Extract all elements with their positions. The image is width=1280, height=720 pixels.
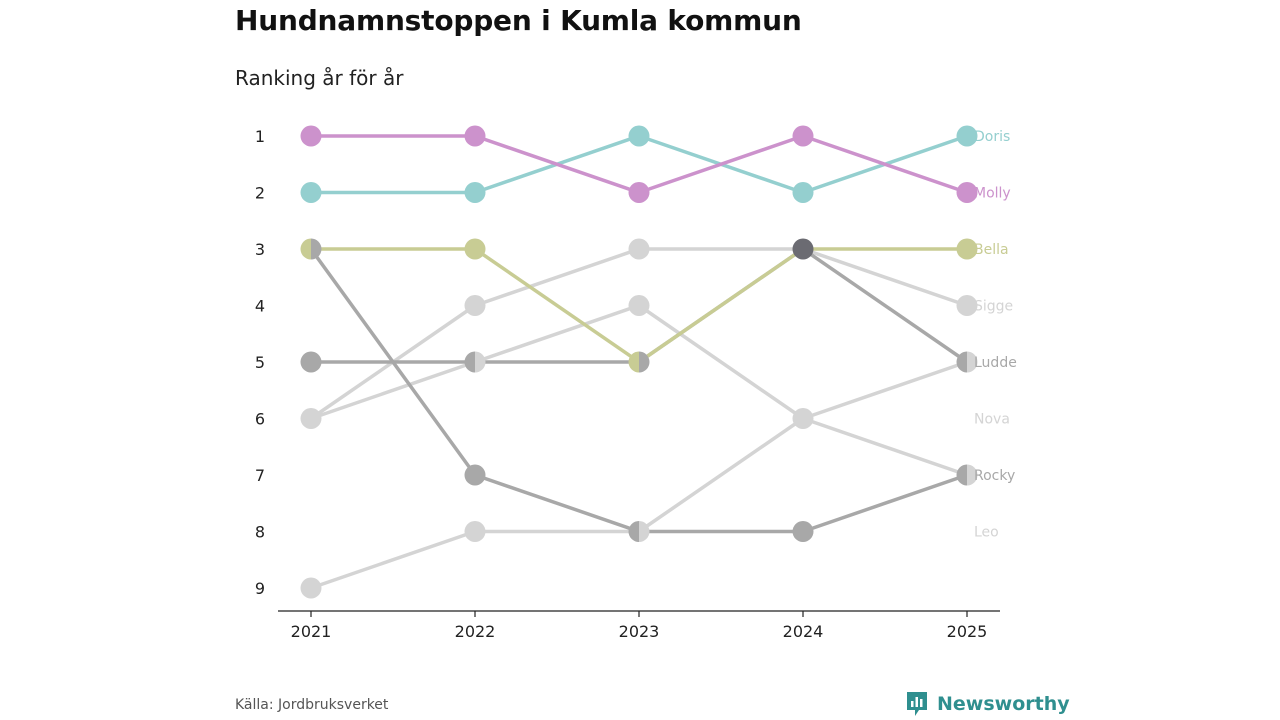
x-tick-label-2025: 2025 bbox=[947, 622, 988, 641]
series-line-rocky bbox=[309, 247, 969, 534]
marker-2023-rank-3-leo bbox=[628, 238, 650, 260]
end-label-rocky: Rocky bbox=[974, 468, 1015, 484]
marker-2023-rank-4-sigge bbox=[628, 295, 650, 316]
x-tick-label-2024: 2024 bbox=[783, 622, 824, 641]
marker-2024-rank-6-right-nova bbox=[803, 408, 814, 429]
newsworthy-icon bbox=[907, 692, 927, 716]
marker-2024-rank-3-multi bbox=[792, 238, 814, 260]
brand-logo: Newsworthy bbox=[905, 690, 1070, 718]
marker-2025-rank-7-right-sigge bbox=[967, 464, 978, 486]
marker-2025-rank-1-doris bbox=[956, 125, 978, 147]
marker-2024-rank-6-left-sigge bbox=[792, 408, 803, 429]
x-tick-label-2021: 2021 bbox=[291, 622, 332, 641]
marker-2025-rank-4-leo bbox=[956, 295, 978, 316]
end-label-leo: Leo bbox=[974, 525, 999, 541]
marker-2021-rank-6-left-sigge bbox=[300, 408, 311, 429]
end-label-doris: Doris bbox=[974, 129, 1010, 145]
marker-2025-rank-5-right-nova bbox=[967, 351, 978, 373]
end-label-molly: Molly bbox=[974, 186, 1011, 202]
x-tick-label-2023: 2023 bbox=[619, 622, 660, 641]
marker-2022-rank-7-rocky bbox=[464, 464, 486, 486]
marker-2021-rank-3-left-bella bbox=[300, 238, 311, 260]
y-tick-label-7: 7 bbox=[255, 466, 265, 485]
series-line-sigge bbox=[309, 303, 969, 477]
marker-2021-rank-1-molly bbox=[300, 125, 322, 147]
end-label-nova: Nova bbox=[974, 412, 1010, 428]
marker-2022-rank-4-leo bbox=[464, 295, 486, 316]
marker-2023-rank-8-right-nova bbox=[639, 521, 650, 542]
y-tick-label-2: 2 bbox=[255, 184, 265, 203]
marker-2021-rank-9-nova bbox=[300, 577, 322, 599]
y-tick-label-5: 5 bbox=[255, 353, 265, 372]
y-tick-label-6: 6 bbox=[255, 410, 265, 429]
marker-2025-rank-5-left-ludde bbox=[956, 351, 967, 373]
y-tick-label-4: 4 bbox=[255, 297, 265, 316]
chart-title: Hundnamnstoppen i Kumla kommun bbox=[235, 4, 802, 37]
series-line-leo bbox=[309, 247, 969, 421]
marker-2023-rank-2-molly bbox=[628, 182, 650, 203]
end-label-bella: Bella bbox=[974, 242, 1009, 258]
marker-2021-rank-6-right-leo bbox=[311, 408, 322, 429]
marker-2024-rank-2-doris bbox=[792, 182, 814, 203]
marker-2021-rank-5-ludde bbox=[300, 351, 322, 373]
marker-2022-rank-8-nova bbox=[464, 521, 486, 542]
marker-2022-rank-1-molly bbox=[464, 125, 486, 147]
y-tick-label-8: 8 bbox=[255, 523, 265, 542]
marker-2024-rank-8-rocky bbox=[792, 521, 814, 542]
marker-2022-rank-3-bella bbox=[464, 238, 486, 260]
marker-2025-rank-2-molly bbox=[956, 182, 978, 203]
y-tick-label-3: 3 bbox=[255, 240, 265, 259]
marker-2023-rank-8-left-rocky bbox=[628, 521, 639, 542]
chart-subtitle: Ranking år för år bbox=[235, 66, 404, 90]
marker-2024-rank-1-molly bbox=[792, 125, 814, 147]
marker-2025-rank-7-left-rocky bbox=[956, 464, 967, 486]
end-label-sigge: Sigge bbox=[974, 299, 1013, 315]
x-tick-label-2022: 2022 bbox=[455, 622, 496, 641]
marker-2023-rank-5-left-bella bbox=[628, 351, 639, 373]
marker-2022-rank-5-left-ludde bbox=[464, 351, 475, 373]
marker-2025-rank-3-bella bbox=[956, 238, 978, 260]
marker-2023-rank-5-right-ludde bbox=[639, 351, 650, 373]
marker-2022-rank-5-right-sigge bbox=[475, 351, 486, 373]
marker-2021-rank-2-doris bbox=[300, 182, 322, 203]
brand-name: Newsworthy bbox=[937, 693, 1070, 715]
source-note: Källa: Jordbruksverket bbox=[235, 697, 389, 713]
marker-2021-rank-3-right-rocky bbox=[311, 238, 322, 260]
marker-2022-rank-2-doris bbox=[464, 182, 486, 203]
series-line-nova bbox=[309, 360, 969, 590]
marker-2023-rank-1-doris bbox=[628, 125, 650, 147]
y-tick-label-1: 1 bbox=[255, 127, 265, 146]
y-tick-label-9: 9 bbox=[255, 579, 265, 598]
end-label-ludde: Ludde bbox=[974, 355, 1017, 371]
